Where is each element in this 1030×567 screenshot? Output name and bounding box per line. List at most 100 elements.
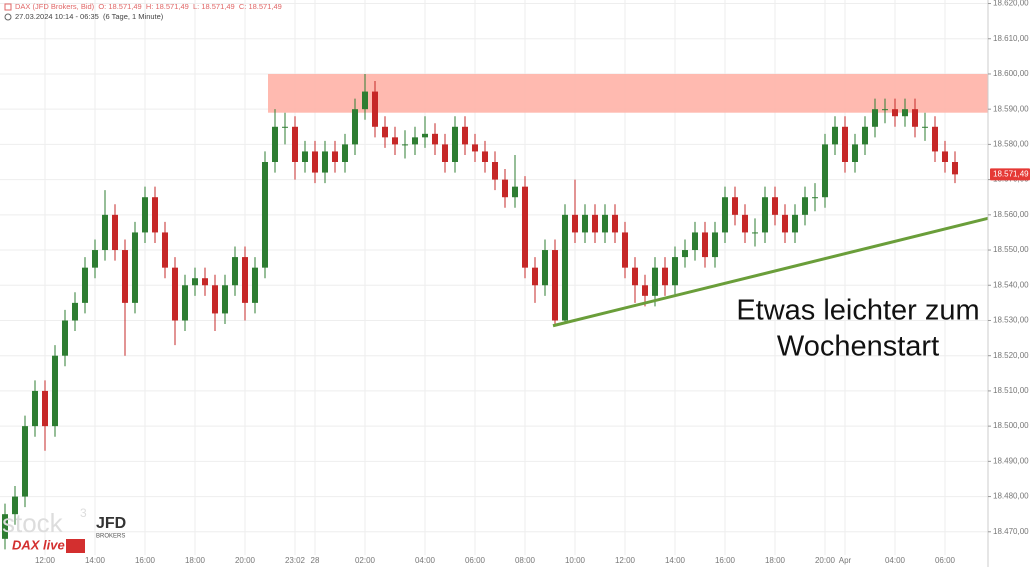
resistance-zone: [268, 73, 988, 113]
candle-body: [672, 257, 678, 286]
logo-sup: 3: [80, 506, 87, 520]
candle-body: [792, 214, 798, 233]
x-tick-label: 12:00: [35, 556, 56, 565]
candle-body: [652, 267, 658, 296]
candle-body: [662, 267, 668, 286]
y-tick-label: 18.470,00: [993, 527, 1029, 536]
candle-body: [362, 91, 368, 110]
candle-body: [442, 144, 448, 162]
x-tick-label: 14:00: [665, 556, 686, 565]
candle-body: [772, 197, 778, 215]
candle-body: [632, 267, 638, 286]
x-tick-label: 06:00: [465, 556, 486, 565]
candle-body: [862, 126, 868, 145]
candle-body: [402, 144, 408, 146]
y-tick-label: 18.560,00: [993, 210, 1029, 219]
candle-body: [582, 214, 588, 233]
candle-body: [232, 257, 238, 286]
candle-body: [692, 232, 698, 251]
candle-body: [832, 126, 838, 145]
candle-body: [382, 126, 388, 138]
x-tick-label: 12:00: [615, 556, 636, 565]
x-tick-label: 06:00: [935, 556, 956, 565]
y-tick-label: 18.540,00: [993, 280, 1029, 289]
candle-body: [762, 197, 768, 233]
candle-body: [902, 109, 908, 117]
candle-body: [432, 133, 438, 145]
candle-body: [882, 109, 888, 111]
candle-body: [822, 144, 828, 198]
candle-body: [222, 285, 228, 314]
candle-body: [482, 151, 488, 162]
candle-body: [32, 390, 38, 427]
candle-body: [812, 197, 818, 199]
candle-body: [12, 496, 18, 515]
candle-body: [52, 355, 58, 427]
candle-body: [262, 162, 268, 268]
candle-body: [162, 232, 168, 268]
candle-body: [102, 214, 108, 251]
x-tick-label: 18:00: [185, 556, 206, 565]
x-tick-label: 04:00: [885, 556, 906, 565]
candle-body: [942, 151, 948, 162]
candle-body: [462, 126, 468, 145]
candle-body: [252, 267, 258, 303]
candle-body: [572, 214, 578, 233]
x-tick-label: 23:02: [285, 556, 306, 565]
annotation: Etwas leichter zum: [736, 295, 979, 327]
candle-body: [192, 278, 198, 286]
candle-body: [712, 232, 718, 258]
clock-icon: [4, 13, 12, 21]
marks: [2, 73, 989, 550]
candle-body: [342, 144, 348, 162]
candle-body: [892, 109, 898, 117]
annotation: Wochenstart: [777, 331, 939, 363]
y-tick-label: 18.490,00: [993, 456, 1029, 465]
x-tick-label: 16:00: [135, 556, 156, 565]
candle-body: [452, 126, 458, 162]
candle-body: [682, 250, 688, 258]
candle-body: [22, 426, 28, 497]
logo-jfd: JFD: [96, 515, 126, 532]
candle-body: [842, 126, 848, 162]
candle-body: [92, 250, 98, 268]
candle-body: [642, 285, 648, 296]
candle-body: [752, 232, 758, 234]
candle-body: [122, 250, 128, 303]
candle-body: [602, 214, 608, 233]
header-line1: DAX (JFD Brokers, Bid) O: 18.571,49 H: 1…: [15, 2, 282, 11]
y-tick-label: 18.580,00: [993, 140, 1029, 149]
header-line2: 27.03.2024 10:14 - 06:35 (6 Tage, 1 Minu…: [15, 12, 164, 21]
candle-body: [292, 126, 298, 162]
chart-icon: [4, 3, 12, 11]
x-tick-label: 20:00: [815, 556, 836, 565]
candle-body: [82, 267, 88, 303]
candle-body: [242, 257, 248, 303]
y-tick-label: 18.610,00: [993, 34, 1029, 43]
candle-body: [42, 390, 48, 427]
y-tick-label: 18.590,00: [993, 104, 1029, 113]
candle-body: [282, 126, 288, 128]
y-tick-label: 18.550,00: [993, 245, 1029, 254]
candle-body: [502, 179, 508, 198]
candle-body: [722, 197, 728, 233]
logo-dax-live: DAX live: [12, 537, 65, 552]
logo-play: [66, 539, 85, 553]
x-tick-label: 16:00: [715, 556, 736, 565]
candle-body: [202, 278, 208, 286]
candle-body: [802, 197, 808, 215]
y-tick-label: 18.520,00: [993, 351, 1029, 360]
y-tick-label: 18.600,00: [993, 69, 1029, 78]
candle-body: [922, 126, 928, 128]
candle-body: [782, 214, 788, 233]
candle-body: [272, 126, 278, 162]
last-price-label: 18.571,49: [993, 169, 1029, 178]
y-tick-label: 18.510,00: [993, 386, 1029, 395]
candle-body: [552, 250, 558, 321]
candle-body: [952, 162, 958, 175]
candle-body: [422, 133, 428, 138]
candle-body: [742, 214, 748, 233]
candle-body: [62, 320, 68, 356]
trendline: [552, 216, 989, 328]
